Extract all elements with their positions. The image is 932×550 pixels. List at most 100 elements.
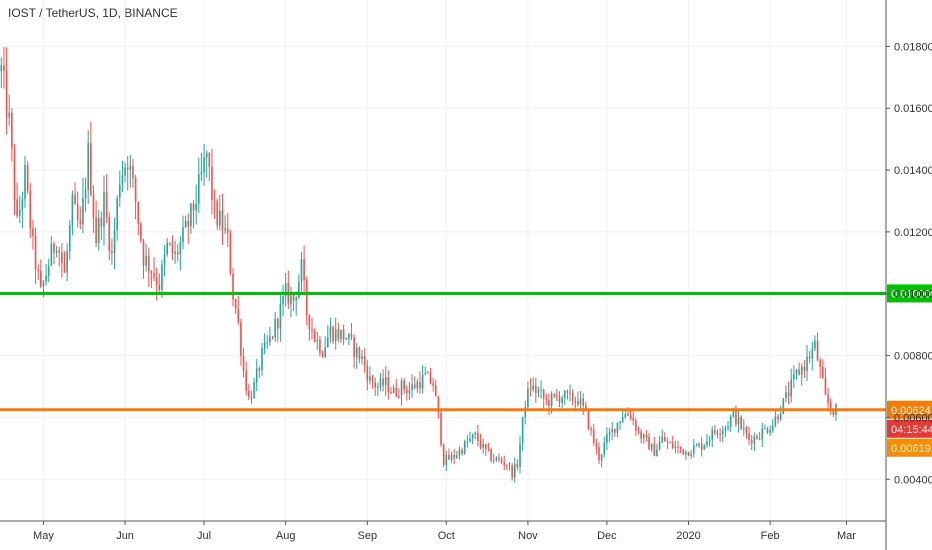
candle-body — [61, 252, 63, 264]
candle-body — [685, 451, 687, 455]
candle-body — [569, 392, 571, 394]
candle-body — [440, 412, 442, 445]
candle-body — [711, 429, 714, 440]
candle-body — [326, 337, 329, 348]
candle-body — [34, 235, 37, 270]
candle-body — [427, 372, 429, 374]
candle-body — [76, 204, 79, 220]
candle-body — [787, 392, 790, 397]
candle-body — [232, 273, 234, 300]
candle-body — [666, 441, 669, 443]
candle-body — [87, 143, 90, 190]
candle-body — [192, 203, 195, 211]
candle-body — [403, 380, 405, 390]
candle-body — [311, 329, 313, 331]
candle-body — [695, 445, 698, 447]
candle-body — [677, 446, 679, 448]
candle-body — [142, 240, 145, 266]
candle-body — [305, 280, 308, 315]
candle-body — [782, 398, 785, 414]
candle-body — [161, 264, 163, 290]
candle-body — [814, 340, 816, 349]
current-price-badge — [887, 400, 932, 419]
candle-body — [637, 430, 640, 432]
candle-body — [118, 184, 121, 198]
candle-body — [774, 416, 777, 426]
candle-body — [179, 241, 182, 255]
x-tick-label: Jun — [116, 530, 134, 542]
candle-body — [319, 339, 321, 353]
candle-body — [226, 228, 229, 233]
candle-body — [11, 112, 13, 149]
candle-body — [334, 329, 337, 342]
candle-body — [819, 360, 821, 367]
candle-body — [258, 368, 261, 371]
candle-body — [800, 366, 803, 375]
candle-body — [253, 382, 255, 399]
candle-body — [664, 436, 666, 442]
candle-body — [224, 228, 226, 231]
candle-body — [611, 428, 613, 433]
candle-body — [155, 277, 158, 285]
candle-body — [821, 366, 824, 378]
candle-body — [263, 342, 266, 349]
candle-body — [595, 443, 598, 448]
candle-body — [474, 432, 477, 435]
candle-body — [32, 228, 34, 236]
candle-body — [635, 420, 637, 431]
candle-body — [271, 336, 274, 338]
candle-body — [827, 394, 829, 403]
candle-body — [590, 428, 592, 430]
candle-body — [561, 397, 563, 403]
candle-body — [627, 413, 629, 416]
candle-body — [600, 454, 603, 461]
candle-body — [26, 165, 29, 191]
candle-body — [619, 421, 621, 423]
candle-body — [197, 174, 200, 204]
candle-body — [145, 255, 147, 266]
candle-body — [829, 402, 832, 410]
candle-body — [105, 191, 108, 218]
candle-body — [84, 189, 87, 199]
candle-body — [398, 395, 400, 397]
candle-body — [698, 443, 700, 446]
candle-body — [803, 366, 806, 371]
candle-body — [387, 377, 390, 393]
countdown-badge — [887, 419, 932, 438]
candle-body — [771, 425, 774, 431]
candle-body — [777, 416, 779, 419]
candle-body — [706, 441, 708, 445]
candle-body — [574, 400, 577, 402]
candle-body — [811, 348, 814, 359]
candle-body — [3, 65, 5, 71]
candle-body — [166, 242, 169, 255]
x-tick-label: Sep — [358, 530, 378, 542]
candle-body — [90, 143, 92, 195]
candle-body — [153, 273, 155, 278]
x-tick-label: May — [33, 530, 54, 542]
candle-body — [313, 330, 316, 342]
candle-body — [556, 395, 558, 397]
candle-body — [184, 220, 187, 228]
candle-body — [477, 432, 479, 442]
candle-body — [279, 304, 282, 329]
candle-body — [656, 449, 658, 457]
candle-body — [37, 269, 39, 272]
x-tick-label: Oct — [438, 530, 455, 542]
candle-body — [245, 371, 248, 391]
candle-body — [756, 436, 758, 439]
candle-body — [613, 428, 616, 433]
candle-body — [213, 199, 216, 202]
candle-body — [629, 415, 632, 418]
candle-body — [92, 194, 95, 218]
candle-body — [548, 400, 550, 407]
candle-body — [237, 309, 240, 323]
candle-body — [442, 444, 445, 465]
candle-body — [540, 390, 542, 392]
candle-body — [111, 250, 113, 254]
green-line-price-label: 0.010009 — [891, 288, 932, 300]
candle-body — [719, 434, 721, 436]
candle-body — [8, 112, 11, 118]
